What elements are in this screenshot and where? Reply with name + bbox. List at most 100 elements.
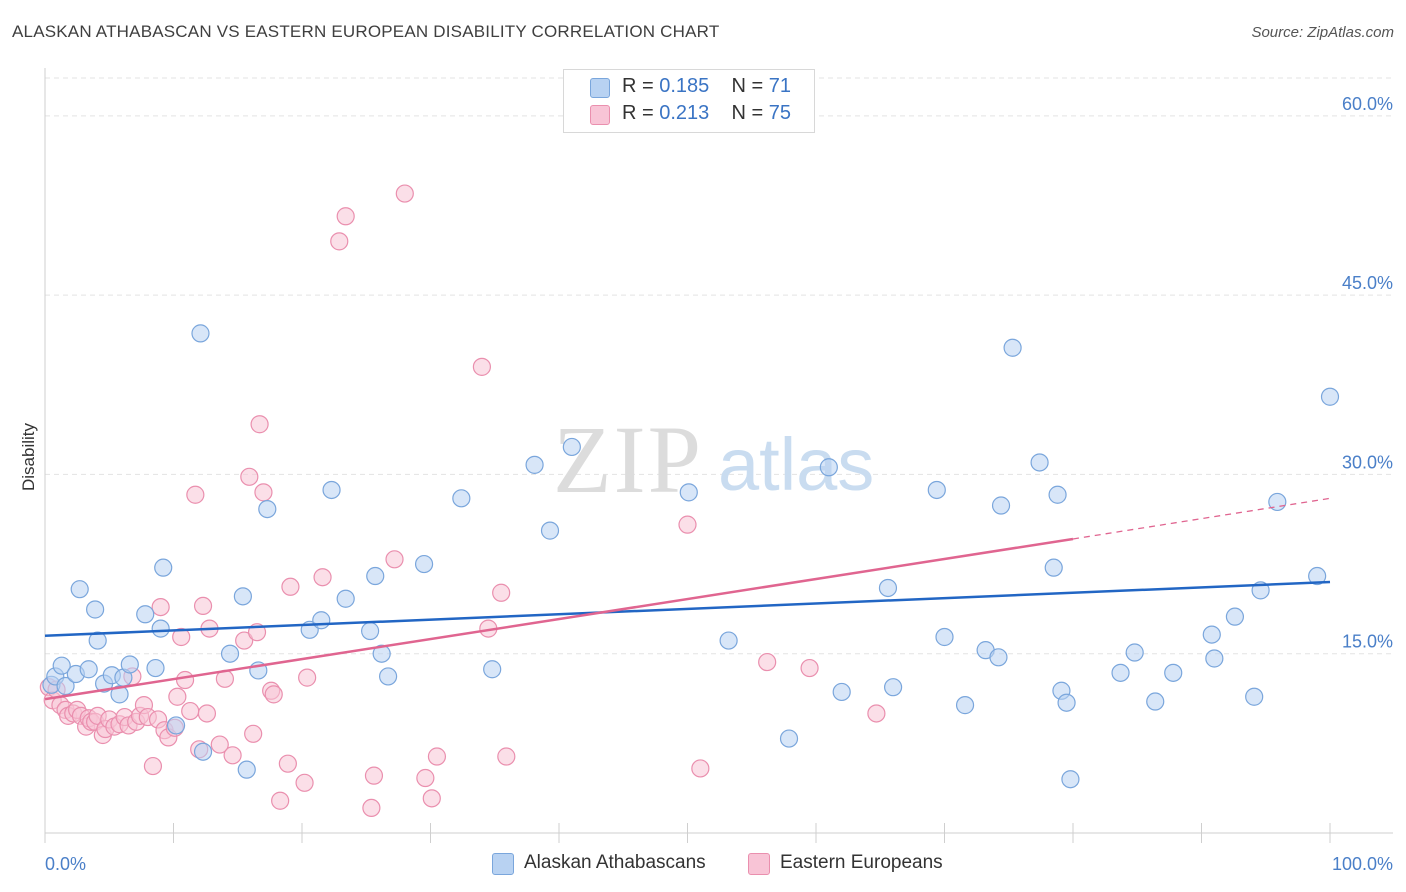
bottom-legend-swatch-blue (492, 853, 514, 875)
bottom-legend-label: Alaskan Athabascans (524, 852, 706, 873)
point-alaskan-athabascans (70, 580, 89, 599)
point-alaskan-athabascans (258, 499, 277, 519)
point-alaskan-athabascans (166, 716, 186, 735)
trend-lines (44, 497, 1331, 701)
point-eastern-europeans (151, 597, 170, 617)
point-eastern-europeans (364, 766, 384, 785)
point-alaskan-athabascans (154, 558, 173, 577)
bottom-legend-label: Eastern Europeans (780, 852, 943, 873)
point-eastern-europeans (427, 747, 447, 766)
point-eastern-europeans (362, 798, 381, 818)
point-eastern-europeans (422, 789, 441, 808)
y-tick-label: 15.0% (1342, 632, 1393, 652)
legend-r-value: 0.185 (659, 75, 710, 97)
point-eastern-europeans (298, 668, 317, 687)
point-alaskan-athabascans (220, 644, 240, 663)
point-eastern-europeans (197, 704, 217, 723)
legend-n-value: 71 (768, 75, 792, 97)
point-eastern-europeans (168, 687, 187, 706)
point-alaskan-athabascans (336, 589, 355, 608)
point-alaskan-athabascans (1146, 692, 1165, 711)
point-alaskan-athabascans (1030, 453, 1049, 472)
point-alaskan-athabascans (56, 676, 75, 696)
point-alaskan-athabascans (1308, 566, 1327, 586)
point-alaskan-athabascans (955, 696, 975, 715)
legend-row-alaskan: R = 0.185 N = 71 (564, 74, 814, 100)
point-alaskan-athabascans (322, 480, 341, 500)
point-alaskan-athabascans (1048, 485, 1067, 504)
point-alaskan-athabascans (779, 729, 799, 748)
legend-r-label: R = (622, 102, 654, 124)
y-axis-label: Disability (19, 422, 38, 491)
legend-n-value: 75 (768, 102, 792, 124)
legend-r-value: 0.213 (659, 102, 710, 124)
point-eastern-europeans (172, 627, 191, 647)
x-tick-label-max: 100.0% (1332, 854, 1393, 874)
y-tick-label: 60.0% (1342, 94, 1393, 114)
point-alaskan-athabascans (452, 489, 471, 508)
point-eastern-europeans (181, 701, 200, 721)
point-eastern-europeans (336, 207, 355, 226)
point-eastern-europeans (250, 415, 269, 434)
point-alaskan-athabascans (88, 631, 107, 650)
point-alaskan-athabascans (136, 605, 155, 624)
point-alaskan-athabascans (378, 667, 398, 686)
point-alaskan-athabascans (935, 627, 954, 647)
x-tick-label-min: 0.0% (45, 854, 86, 874)
point-eastern-europeans (244, 724, 263, 743)
point-alaskan-athabascans (312, 611, 331, 630)
point-eastern-europeans (395, 184, 414, 203)
point-eastern-europeans (210, 735, 229, 754)
point-alaskan-athabascans (233, 587, 252, 606)
point-alaskan-athabascans (366, 566, 385, 586)
point-alaskan-athabascans (1111, 663, 1130, 682)
point-alaskan-athabascans (819, 458, 838, 477)
point-alaskan-athabascans (679, 483, 698, 502)
point-alaskan-athabascans (1044, 558, 1063, 577)
point-alaskan-athabascans (1245, 687, 1264, 706)
gridlines (45, 77, 1393, 655)
point-alaskan-athabascans (237, 760, 256, 779)
point-eastern-europeans (867, 704, 886, 723)
point-alaskan-athabascans (1320, 387, 1340, 406)
point-alaskan-athabascans (146, 658, 165, 678)
point-eastern-europeans (416, 768, 435, 788)
point-alaskan-athabascans (989, 648, 1008, 667)
point-eastern-europeans (254, 483, 273, 502)
point-eastern-europeans (186, 485, 205, 504)
point-alaskan-athabascans (540, 521, 560, 540)
point-alaskan-athabascans (1057, 693, 1076, 712)
point-alaskan-athabascans (878, 578, 898, 598)
trend-line-alaskan-athabascans (44, 580, 1331, 638)
legend-n-label: N = (731, 75, 764, 97)
point-alaskan-athabascans (525, 455, 544, 474)
point-alaskan-athabascans (1202, 625, 1221, 644)
point-alaskan-athabascans (191, 324, 210, 343)
point-alaskan-athabascans (991, 496, 1011, 515)
point-alaskan-athabascans (1205, 649, 1224, 668)
y-tick-label: 30.0% (1342, 452, 1393, 472)
point-eastern-europeans (295, 773, 314, 792)
legend-swatch-blue (590, 78, 610, 98)
point-alaskan-athabascans (414, 554, 434, 574)
legend-row-eastern: R = 0.213 N = 75 (564, 101, 814, 127)
point-alaskan-athabascans (120, 655, 139, 674)
point-alaskan-athabascans (1125, 643, 1144, 662)
point-alaskan-athabascans (52, 656, 71, 675)
point-eastern-europeans (691, 759, 710, 778)
trend-line-eastern-europeans (44, 537, 1074, 701)
point-eastern-europeans (313, 568, 332, 587)
series-alaskan-athabascans-points (42, 324, 1340, 789)
point-alaskan-athabascans (562, 437, 581, 457)
point-eastern-europeans (800, 658, 819, 678)
point-eastern-europeans (175, 670, 195, 690)
legend-r-label: R = (622, 75, 654, 97)
point-eastern-europeans (385, 550, 404, 569)
point-alaskan-athabascans (79, 660, 98, 679)
trend-line-eastern-europeans-extension (1072, 497, 1331, 540)
point-alaskan-athabascans (927, 480, 946, 500)
point-alaskan-athabascans (1225, 607, 1245, 626)
point-alaskan-athabascans (1164, 663, 1183, 682)
y-tick-labels: 15.0% 30.0% 45.0% 60.0% (1342, 94, 1393, 652)
